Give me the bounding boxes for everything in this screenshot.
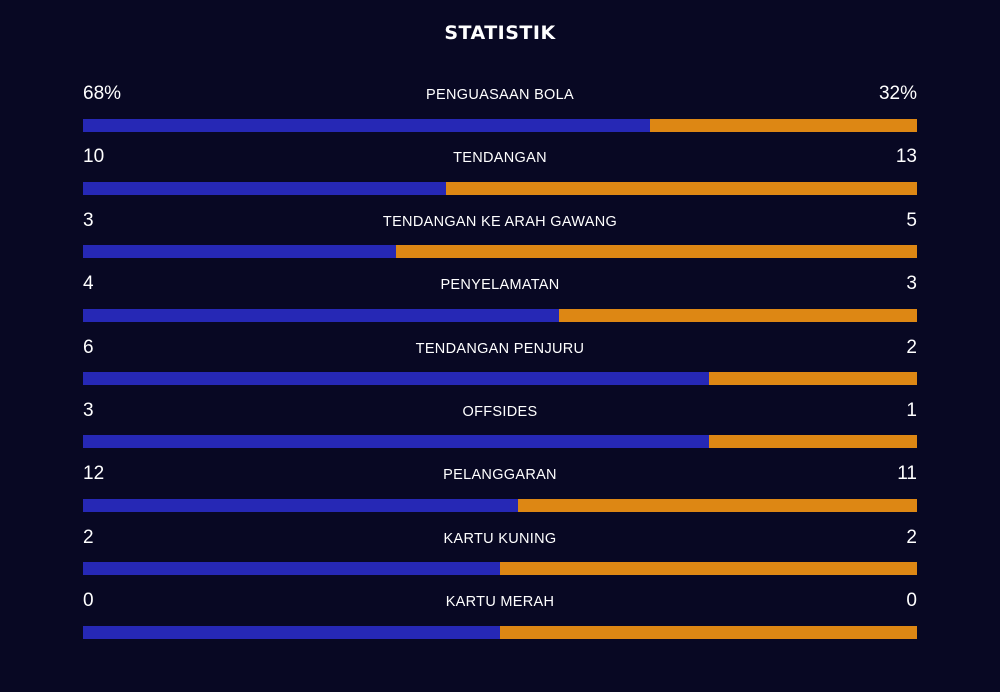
stat-label: OFFSIDES — [462, 403, 538, 420]
stat-header: 68% PENGUASAAN BOLA 32% — [83, 80, 917, 110]
stat-header: 0 KARTU MERAH 0 — [83, 587, 917, 617]
home-value: 3 — [83, 399, 94, 421]
stat-row-fouls: 12 PELANGGARAN 11 — [83, 460, 917, 523]
stat-row-red-cards: 0 KARTU MERAH 0 — [83, 587, 917, 650]
home-bar-fill — [83, 118, 651, 132]
away-bar-fill — [518, 498, 917, 512]
home-value: 12 — [83, 463, 105, 485]
away-bar-fill — [559, 308, 917, 322]
away-bar-fill — [708, 435, 917, 449]
home-value: 0 — [83, 590, 94, 612]
home-bar-fill — [83, 372, 709, 386]
away-value: 32% — [878, 83, 917, 104]
away-value: 0 — [906, 590, 917, 612]
home-bar-fill — [83, 435, 709, 449]
home-bar-fill — [83, 562, 500, 576]
comparison-bar — [83, 372, 917, 386]
away-value: 13 — [895, 146, 917, 168]
away-bar-fill — [395, 245, 917, 259]
away-value: 2 — [906, 336, 917, 358]
stats-list: 68% PENGUASAAN BOLA 32% 10 TENDANGAN 13 … — [83, 80, 917, 651]
stat-label: KARTU KUNING — [443, 530, 557, 547]
home-bar-fill — [83, 245, 396, 259]
home-bar-fill — [83, 181, 446, 195]
stat-label: PELANGGARAN — [443, 467, 557, 484]
home-value: 4 — [83, 273, 94, 295]
away-bar-fill — [445, 181, 917, 195]
home-value: 10 — [83, 146, 105, 168]
stat-header: 3 TENDANGAN KE ARAH GAWANG 5 — [83, 207, 917, 237]
stat-row-shots-on-target: 3 TENDANGAN KE ARAH GAWANG 5 — [83, 207, 917, 270]
stat-row-shots: 10 TENDANGAN 13 — [83, 143, 917, 206]
home-value: 6 — [83, 336, 94, 358]
away-value: 5 — [906, 209, 917, 231]
stat-header: 4 PENYELAMATAN 3 — [83, 270, 917, 300]
away-value: 1 — [906, 399, 917, 421]
stat-label: TENDANGAN PENJURU — [415, 340, 585, 357]
stat-header: 3 OFFSIDES 1 — [83, 397, 917, 427]
stat-header: 10 TENDANGAN 13 — [83, 143, 917, 173]
comparison-bar — [83, 562, 917, 576]
away-value: 2 — [906, 526, 917, 548]
away-value: 3 — [906, 273, 917, 295]
comparison-bar — [83, 435, 917, 449]
stat-label: KARTU MERAH — [445, 594, 555, 611]
stat-row-ball-possession: 68% PENGUASAAN BOLA 32% — [83, 80, 917, 143]
away-bar-fill — [500, 562, 917, 576]
comparison-bar — [83, 625, 917, 639]
stat-header: 2 KARTU KUNING 2 — [83, 524, 917, 554]
home-value: 3 — [83, 209, 94, 231]
away-value: 11 — [897, 463, 917, 485]
comparison-bar — [83, 498, 917, 512]
comparison-bar — [83, 118, 917, 132]
home-value: 68% — [83, 83, 122, 104]
stat-header: 6 TENDANGAN PENJURU 2 — [83, 334, 917, 364]
comparison-bar — [83, 308, 917, 322]
stat-row-corners: 6 TENDANGAN PENJURU 2 — [83, 334, 917, 397]
stat-label: TENDANGAN — [453, 150, 547, 167]
stat-row-yellow-cards: 2 KARTU KUNING 2 — [83, 524, 917, 587]
home-bar-fill — [83, 498, 519, 512]
stat-label: PENGUASAAN BOLA — [426, 87, 574, 103]
stat-header: 12 PELANGGARAN 11 — [83, 460, 917, 490]
stats-title: STATISTIK — [444, 22, 556, 44]
home-bar-fill — [83, 625, 500, 639]
comparison-bar — [83, 181, 917, 195]
stat-row-offsides: 3 OFFSIDES 1 — [83, 397, 917, 460]
stat-label: PENYELAMATAN — [440, 277, 560, 294]
home-value: 2 — [83, 526, 94, 548]
away-bar-fill — [708, 372, 917, 386]
away-bar-fill — [500, 625, 917, 639]
comparison-bar — [83, 245, 917, 259]
home-bar-fill — [83, 308, 560, 322]
stat-row-saves: 4 PENYELAMATAN 3 — [83, 270, 917, 333]
stat-label: TENDANGAN KE ARAH GAWANG — [382, 213, 618, 230]
away-bar-fill — [650, 118, 917, 132]
